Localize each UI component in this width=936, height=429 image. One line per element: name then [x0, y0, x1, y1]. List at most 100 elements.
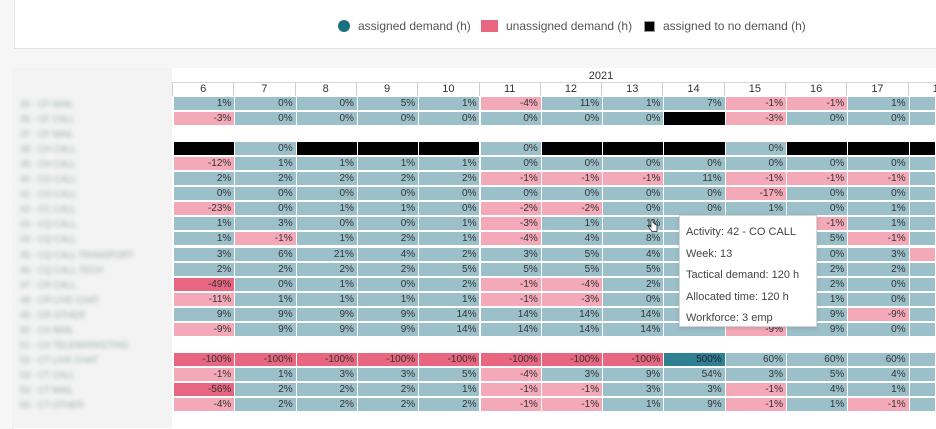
heatmap-cell[interactable]: 0% — [541, 112, 604, 127]
heatmap-cell[interactable]: 14% — [419, 307, 481, 322]
heatmap-cell[interactable]: 4% — [787, 382, 849, 397]
heatmap-cell[interactable]: 2% — [419, 172, 481, 187]
heatmap-cell[interactable]: 0% — [357, 187, 420, 202]
heatmap-cell[interactable]: 1% — [419, 157, 481, 172]
heatmap-cell[interactable] — [787, 127, 849, 142]
heatmap-cell[interactable]: 9% — [357, 322, 420, 337]
heatmap-cell[interactable]: 14% — [603, 322, 665, 337]
heatmap-cell[interactable]: -1% — [174, 367, 236, 382]
heatmap-cell[interactable]: 0% — [296, 187, 358, 202]
heatmap-cell[interactable]: -100% — [235, 352, 297, 367]
heatmap-cell[interactable]: 2% — [419, 398, 481, 412]
heatmap-cell[interactable]: -3% — [480, 217, 542, 232]
heatmap-cell[interactable]: 0% — [725, 157, 787, 172]
heatmap-cell[interactable]: -9% — [848, 307, 910, 322]
heatmap-cell[interactable] — [480, 127, 542, 142]
heatmap-cell[interactable]: 2% — [296, 398, 358, 412]
heatmap-cell[interactable]: 3% — [296, 367, 358, 382]
heatmap-cell[interactable]: 0% — [174, 187, 236, 202]
heatmap-cell[interactable] — [909, 187, 936, 202]
heatmap-cell[interactable] — [909, 337, 936, 352]
heatmap-cell[interactable]: -1% — [480, 172, 542, 187]
heatmap-cell[interactable]: 0% — [296, 217, 358, 232]
heatmap-cell[interactable]: 0% — [235, 112, 297, 127]
heatmap-cell[interactable]: 5% — [480, 262, 542, 277]
heatmap-cell[interactable]: -100% — [174, 352, 236, 367]
heatmap-cell[interactable]: 9% — [235, 307, 297, 322]
heatmap-cell[interactable]: -1% — [480, 292, 542, 307]
heatmap-cell[interactable] — [664, 142, 726, 157]
legend-item-no-demand[interactable]: assigned to no demand (h) — [644, 17, 806, 35]
heatmap-cell[interactable]: 0% — [480, 157, 542, 172]
heatmap-cell[interactable] — [909, 127, 936, 142]
heatmap-cell[interactable]: -1% — [541, 398, 604, 412]
heatmap-cell[interactable]: 5% — [419, 367, 481, 382]
heatmap-cell[interactable]: 3% — [664, 382, 726, 397]
heatmap-cell[interactable]: 0% — [848, 187, 910, 202]
heatmap-cell[interactable]: 5% — [357, 97, 420, 111]
heatmap-cell[interactable] — [235, 337, 297, 352]
heatmap-cell[interactable]: 2% — [603, 277, 665, 292]
heatmap-cell[interactable]: 1% — [357, 157, 420, 172]
heatmap-cell[interactable]: 0% — [603, 292, 665, 307]
heatmap-cell[interactable]: 0% — [480, 112, 542, 127]
heatmap-cell[interactable]: 0% — [787, 112, 849, 127]
heatmap-cell[interactable]: -49% — [174, 277, 236, 292]
heatmap-cell[interactable]: -1% — [541, 172, 604, 187]
heatmap-cell[interactable]: 3% — [235, 217, 297, 232]
heatmap-cell[interactable]: 1% — [603, 97, 665, 111]
heatmap-cell[interactable]: -100% — [541, 352, 604, 367]
heatmap-cell[interactable]: 2% — [235, 382, 297, 397]
heatmap-cell[interactable]: 2% — [357, 232, 420, 247]
heatmap-cell[interactable]: 8% — [603, 232, 665, 247]
heatmap-cell[interactable]: 0% — [848, 292, 910, 307]
heatmap-cell[interactable]: -1% — [725, 172, 787, 187]
heatmap-cell[interactable]: 0% — [603, 157, 665, 172]
heatmap-cell[interactable]: 2% — [296, 172, 358, 187]
heatmap-cell[interactable]: 0% — [235, 277, 297, 292]
heatmap-cell[interactable]: -4% — [174, 398, 236, 412]
heatmap-cell[interactable]: 1% — [787, 398, 849, 412]
heatmap-cell[interactable]: 60% — [725, 352, 787, 367]
heatmap-cell[interactable] — [909, 157, 936, 172]
heatmap-cell[interactable]: 1% — [296, 277, 358, 292]
heatmap-cell[interactable]: 1% — [174, 232, 236, 247]
heatmap-cell[interactable] — [664, 127, 726, 142]
heatmap-cell[interactable]: 0% — [848, 157, 910, 172]
heatmap-cell[interactable]: 3% — [603, 382, 665, 397]
heatmap-cell[interactable] — [603, 337, 665, 352]
heatmap-cell[interactable]: 60% — [848, 352, 910, 367]
heatmap-cell[interactable]: 1% — [235, 292, 297, 307]
heatmap-cell[interactable]: 4% — [541, 232, 604, 247]
heatmap-cell[interactable]: 0% — [787, 202, 849, 217]
heatmap-cell[interactable] — [909, 172, 936, 187]
heatmap-cell[interactable]: 0% — [235, 202, 297, 217]
heatmap-cell[interactable]: -56% — [174, 382, 236, 397]
heatmap-cell[interactable]: -1% — [480, 277, 542, 292]
heatmap-cell[interactable] — [909, 97, 936, 111]
heatmap-cell[interactable] — [848, 127, 910, 142]
heatmap-cell[interactable]: 0% — [603, 202, 665, 217]
heatmap-cell[interactable]: 1% — [603, 398, 665, 412]
heatmap-cell[interactable]: 9% — [603, 367, 665, 382]
heatmap-cell[interactable]: 5% — [541, 262, 604, 277]
heatmap-cell[interactable]: 1% — [235, 367, 297, 382]
heatmap-cell[interactable] — [419, 127, 481, 142]
heatmap-cell[interactable]: 0% — [725, 142, 787, 157]
heatmap-cell[interactable]: 0% — [357, 277, 420, 292]
heatmap-cell[interactable] — [480, 337, 542, 352]
heatmap-cell[interactable]: 0% — [664, 187, 726, 202]
heatmap-cell[interactable]: 1% — [848, 202, 910, 217]
heatmap-cell[interactable]: 2% — [235, 172, 297, 187]
heatmap-cell[interactable]: 2% — [296, 262, 358, 277]
heatmap-cell[interactable]: 3% — [725, 367, 787, 382]
heatmap-cell[interactable]: 1% — [848, 217, 910, 232]
heatmap-cell[interactable]: 0% — [664, 157, 726, 172]
heatmap-cell[interactable]: 9% — [664, 398, 726, 412]
heatmap-cell[interactable]: -3% — [541, 292, 604, 307]
heatmap-cell[interactable] — [848, 142, 910, 157]
heatmap-cell[interactable]: -1% — [848, 172, 910, 187]
heatmap-cell[interactable]: 1% — [419, 97, 481, 111]
heatmap-cell[interactable] — [174, 127, 236, 142]
heatmap-cell[interactable] — [909, 277, 936, 292]
